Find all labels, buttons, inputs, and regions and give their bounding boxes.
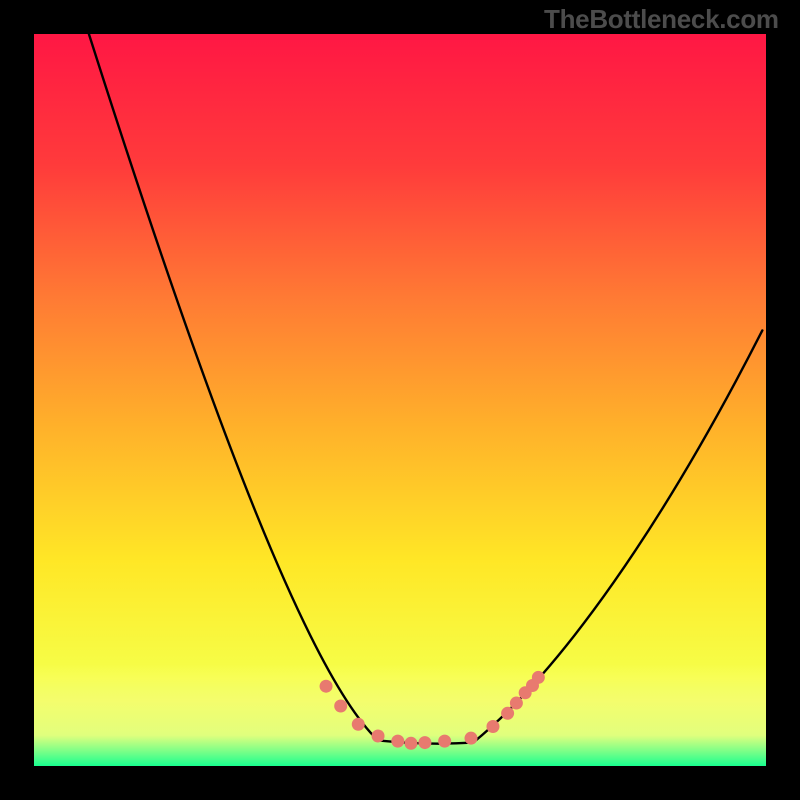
data-marker <box>352 718 365 731</box>
data-marker <box>532 671 545 684</box>
bottom-band <box>34 664 766 766</box>
data-marker <box>510 697 523 710</box>
data-marker <box>391 735 404 748</box>
data-marker <box>320 680 333 693</box>
data-marker <box>501 707 514 720</box>
data-marker <box>372 729 385 742</box>
chart-svg <box>34 34 766 766</box>
plot-area <box>34 34 766 766</box>
gradient-background <box>34 34 766 766</box>
data-marker <box>486 720 499 733</box>
data-marker <box>465 732 478 745</box>
data-marker <box>334 699 347 712</box>
data-marker <box>418 736 431 749</box>
watermark-text: TheBottleneck.com <box>544 4 779 35</box>
data-marker <box>404 737 417 750</box>
data-marker <box>438 735 451 748</box>
